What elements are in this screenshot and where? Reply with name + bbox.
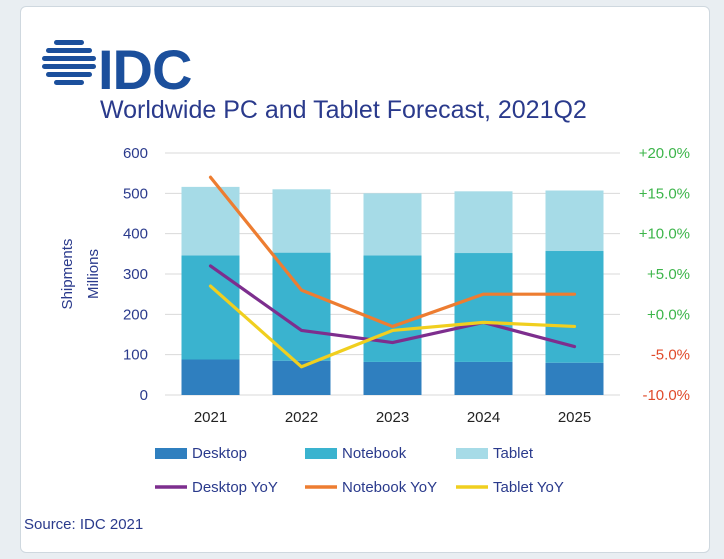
y-tick-label: 0	[140, 387, 148, 404]
legend-label: Tablet	[493, 445, 534, 462]
bar-tablet-2021	[181, 186, 240, 256]
y2-tick-label: -5.0%	[651, 347, 690, 364]
line-desktop-yoy	[208, 264, 577, 349]
logo-text: IDC	[98, 38, 192, 101]
bar-tablet-2022	[272, 189, 331, 253]
bar-desktop-2021	[181, 359, 240, 395]
x-tick-label: 2025	[558, 409, 591, 426]
bar-desktop-2023	[363, 361, 422, 395]
legend-label: Desktop	[192, 445, 247, 462]
bar-tablet-2025	[545, 190, 604, 252]
legend-swatch	[456, 448, 488, 459]
y2-tick-label: +20.0%	[639, 145, 690, 162]
idc-logo: IDC	[20, 18, 192, 98]
bar-notebook-2024	[454, 253, 513, 362]
y-tick-label: 500	[123, 185, 148, 202]
y2-tick-label: +0.0%	[647, 306, 690, 323]
y-axis-label: Shipments	[59, 239, 76, 310]
bar-notebook-2022	[272, 252, 331, 361]
x-tick-label: 2022	[285, 409, 318, 426]
x-tick-label: 2024	[467, 409, 500, 426]
y-tick-label: 600	[123, 145, 148, 162]
bar-notebook-2021	[181, 255, 240, 360]
y-axis-label: Millions	[85, 249, 102, 299]
bar-notebook-2025	[545, 251, 604, 363]
bar-tablet-2024	[454, 191, 513, 254]
y2-tick-label: +15.0%	[639, 185, 690, 202]
legend-label: Notebook	[342, 445, 407, 462]
legend-label: Tablet YoY	[493, 479, 564, 496]
y-tick-label: 200	[123, 306, 148, 323]
y-tick-label: 100	[123, 347, 148, 364]
y2-tick-label: -10.0%	[642, 387, 690, 404]
legend-label: Notebook YoY	[342, 479, 437, 496]
x-tick-label: 2021	[194, 409, 227, 426]
globe-icon	[42, 40, 96, 85]
y2-tick-label: +10.0%	[639, 226, 690, 243]
legend-label: Desktop YoY	[192, 479, 278, 496]
y-tick-label: 400	[123, 226, 148, 243]
bar-tablet-2023	[363, 193, 422, 256]
bar-desktop-2024	[454, 361, 513, 395]
bar-notebook-2023	[363, 255, 422, 362]
legend-swatch	[155, 448, 187, 459]
source-note: Source: IDC 2021	[24, 516, 144, 533]
bar-desktop-2025	[545, 362, 604, 395]
legend-swatch	[305, 448, 337, 459]
x-tick-label: 2023	[376, 409, 409, 426]
line-tablet-yoy	[208, 284, 577, 369]
chart-title: Worldwide PC and Tablet Forecast, 2021Q2	[100, 96, 587, 124]
line-notebook-yoy	[208, 175, 577, 329]
y-tick-label: 300	[123, 266, 148, 283]
y2-tick-label: +5.0%	[647, 266, 690, 283]
